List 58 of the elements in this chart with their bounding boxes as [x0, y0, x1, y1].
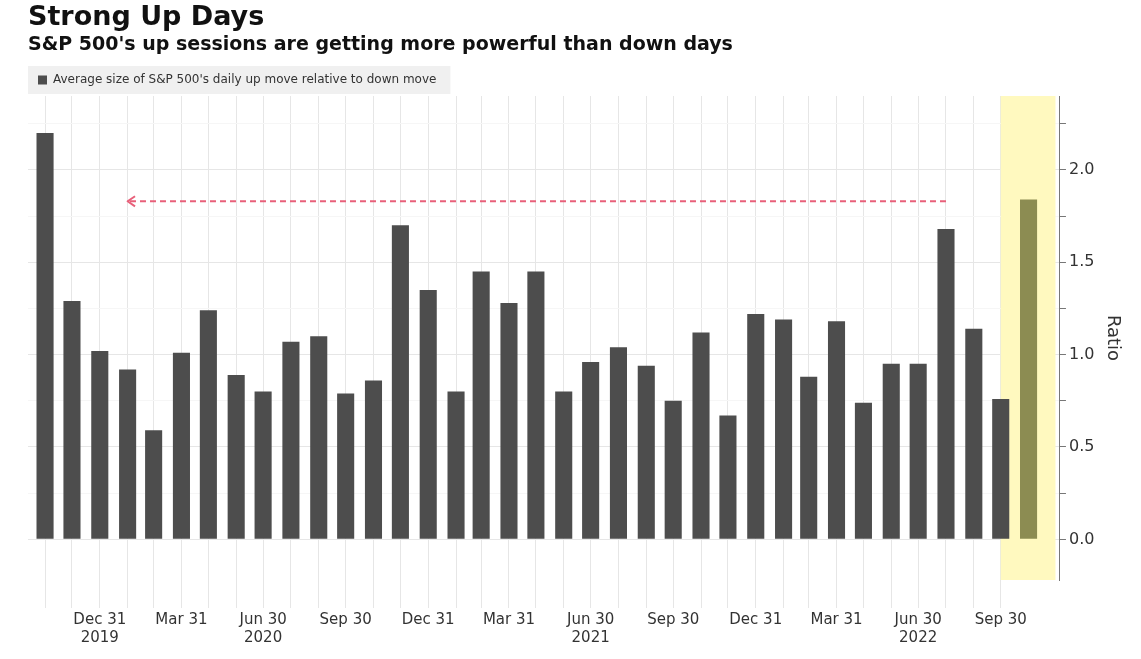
bar: [800, 376, 818, 539]
bar: [527, 271, 545, 539]
bar: [854, 402, 872, 539]
bar: [119, 369, 137, 539]
y-tick-label: 0.5: [1068, 436, 1095, 456]
bar: [664, 400, 682, 539]
bar: [609, 347, 627, 539]
bar: [310, 336, 328, 539]
y-tick-label: 0.0: [1068, 528, 1095, 548]
bar: [555, 391, 573, 539]
bar: [827, 321, 846, 539]
y-tick-label: 1.0: [1068, 343, 1095, 363]
bar: [637, 365, 655, 539]
bar: [775, 319, 793, 539]
x-tick-label: Mar 31: [810, 609, 863, 628]
bar: [282, 341, 300, 539]
x-tick-label: Mar 31: [155, 609, 208, 628]
bar: [364, 380, 383, 539]
bar: [692, 332, 710, 539]
x-tick-label: Dec 31: [401, 609, 455, 628]
bar: [91, 350, 109, 539]
x-tick-label: Jun 30 2021: [565, 609, 615, 646]
bar: [1020, 199, 1038, 539]
bar: [965, 328, 983, 539]
x-tick-label: Sep 30: [647, 609, 700, 628]
bar: [909, 363, 927, 539]
bar: [472, 271, 490, 539]
bar: [882, 363, 900, 539]
bar: [391, 225, 409, 539]
bar: [582, 362, 600, 539]
bar: [145, 430, 163, 539]
bar: [747, 313, 765, 539]
chart-subtitle: S&P 500's up sessions are getting more powerful than down days: [28, 32, 733, 54]
bar: [254, 391, 272, 539]
bar: [447, 391, 465, 539]
bar: [172, 352, 190, 539]
y-tick-label: 2.0: [1068, 159, 1095, 179]
y-axis-title: Ratio: [1103, 314, 1125, 362]
legend-label: Average size of S&P 500's daily up move relative to down move: [53, 72, 437, 87]
bar: [227, 374, 245, 539]
x-tick-label: Dec 31: [729, 609, 783, 628]
bar: [63, 301, 81, 539]
chart-title: Strong Up Days: [28, 0, 265, 31]
bar: [199, 310, 217, 539]
bar: [419, 289, 437, 539]
bar: [500, 302, 518, 539]
x-tick-label: Jun 30 2022: [893, 609, 942, 646]
bar: [992, 398, 1010, 539]
x-tick-label: Dec 31 2019: [73, 609, 127, 646]
x-tick-label: Sep 30: [319, 609, 372, 628]
y-tick-label: 1.5: [1068, 251, 1095, 271]
x-tick-label: Sep 30: [974, 609, 1027, 628]
bar: [937, 229, 955, 539]
bar: [36, 132, 54, 539]
bar: [719, 415, 737, 539]
x-tick-label: Mar 31: [482, 609, 536, 628]
x-tick-label: Jun 30 2020: [238, 609, 287, 646]
bar: [337, 393, 355, 539]
